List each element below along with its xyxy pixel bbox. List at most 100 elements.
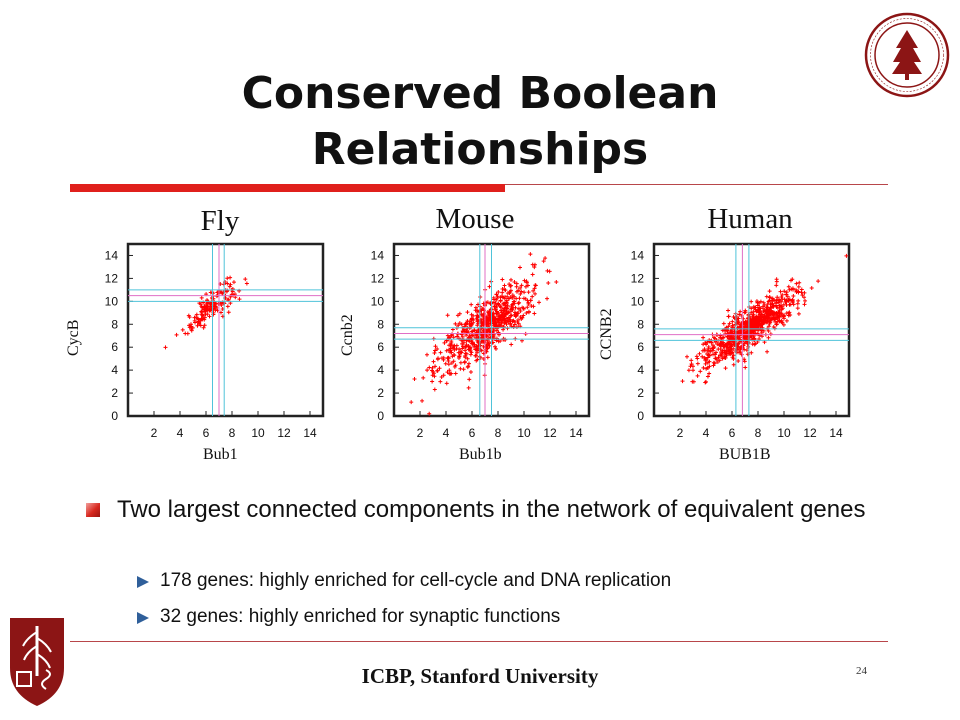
data-point: [504, 322, 509, 327]
data-point: [753, 323, 758, 328]
y-tick-label: 12: [371, 271, 385, 285]
data-point: [773, 303, 778, 308]
data-point: [194, 315, 199, 320]
plot-title-mouse: Mouse: [435, 203, 515, 235]
data-point: [508, 284, 513, 289]
data-point: [795, 306, 800, 311]
data-point: [796, 284, 801, 289]
data-point: [225, 276, 230, 281]
data-point: [228, 275, 233, 280]
data-point: [519, 283, 524, 288]
data-point: [796, 298, 801, 303]
data-point: [501, 308, 506, 313]
title-underline-accent: [70, 184, 505, 192]
data-point: [201, 313, 206, 318]
data-point: [517, 300, 522, 305]
data-point: [505, 300, 510, 305]
data-point: [774, 279, 779, 284]
data-point: [800, 293, 805, 298]
data-point: [463, 321, 468, 326]
data-point: [512, 280, 517, 285]
data-point: [704, 357, 709, 362]
data-point: [739, 313, 744, 318]
data-point: [528, 252, 533, 257]
footer-rule: [70, 641, 888, 642]
x-tick-label: 10: [251, 426, 265, 438]
data-point: [695, 373, 700, 378]
data-point: [475, 313, 480, 318]
data-point: [738, 309, 743, 314]
data-point: [516, 311, 521, 316]
x-axis-label-fly: Bub1: [203, 446, 238, 463]
data-point: [531, 288, 536, 293]
data-point: [494, 311, 499, 316]
data-point: [474, 347, 479, 352]
x-tick-label: 12: [277, 426, 291, 438]
data-point: [462, 360, 467, 365]
data-point: [761, 328, 766, 333]
data-point: [474, 353, 479, 358]
data-point: [468, 352, 473, 357]
data-point: [525, 305, 530, 310]
data-point: [493, 346, 498, 351]
data-point: [512, 322, 517, 327]
sub-bullet-1: 178 genes: highly enriched for cell-cycl…: [160, 570, 672, 591]
data-point: [680, 379, 685, 384]
data-point: [731, 362, 736, 367]
data-point: [496, 320, 501, 325]
x-tick-label: 2: [417, 426, 424, 438]
scatter-plot-human: 0 2 4 6 8 10 12 14 2 4 6 8 10 12 14: [631, 242, 851, 438]
data-point: [691, 379, 696, 384]
x-axis-label-mouse: Bub1b: [459, 446, 502, 463]
data-point: [216, 301, 221, 306]
data-point: [450, 354, 455, 359]
data-point: [775, 295, 780, 300]
data-point: [706, 344, 711, 349]
y-tick-label: 2: [377, 386, 384, 400]
data-point: [199, 310, 204, 315]
data-point: [526, 310, 531, 315]
data-point: [723, 355, 728, 360]
data-point: [524, 310, 529, 315]
data-point: [743, 365, 748, 370]
data-point: [749, 350, 754, 355]
data-point: [694, 354, 699, 359]
data-point: [763, 315, 768, 320]
data-point: [496, 314, 501, 319]
data-point: [493, 344, 498, 349]
data-point: [791, 294, 796, 299]
data-point: [764, 294, 769, 299]
data-point: [731, 356, 736, 361]
data-point: [774, 283, 779, 288]
data-point: [516, 301, 521, 306]
data-point: [520, 305, 525, 310]
x-tick-label: 8: [755, 426, 762, 438]
data-point: [227, 284, 232, 289]
data-point: [779, 313, 784, 318]
data-point: [724, 348, 729, 353]
sub-bullet-arrow-icon: [137, 576, 149, 588]
data-point: [505, 303, 510, 308]
data-point: [759, 324, 764, 329]
data-point: [700, 354, 705, 359]
data-point: [766, 335, 771, 340]
data-point: [554, 280, 559, 285]
data-point: [494, 292, 499, 297]
data-point: [766, 324, 771, 329]
data-point: [457, 347, 462, 352]
data-point: [724, 353, 729, 358]
x-axis-label-human: BUB1B: [719, 446, 771, 463]
data-point: [793, 287, 798, 292]
y-tick-label: 0: [377, 409, 384, 423]
data-point: [467, 361, 471, 366]
data-point: [448, 371, 453, 376]
x-tick-label: 12: [803, 426, 817, 438]
data-point: [766, 313, 771, 318]
data-point: [488, 321, 493, 326]
y-tick-label: 6: [377, 340, 384, 354]
data-point: [207, 307, 212, 312]
y-axis-label-human: CCNB2: [598, 308, 615, 360]
data-point: [715, 360, 720, 365]
data-point: [753, 341, 758, 346]
data-point: [781, 322, 786, 327]
